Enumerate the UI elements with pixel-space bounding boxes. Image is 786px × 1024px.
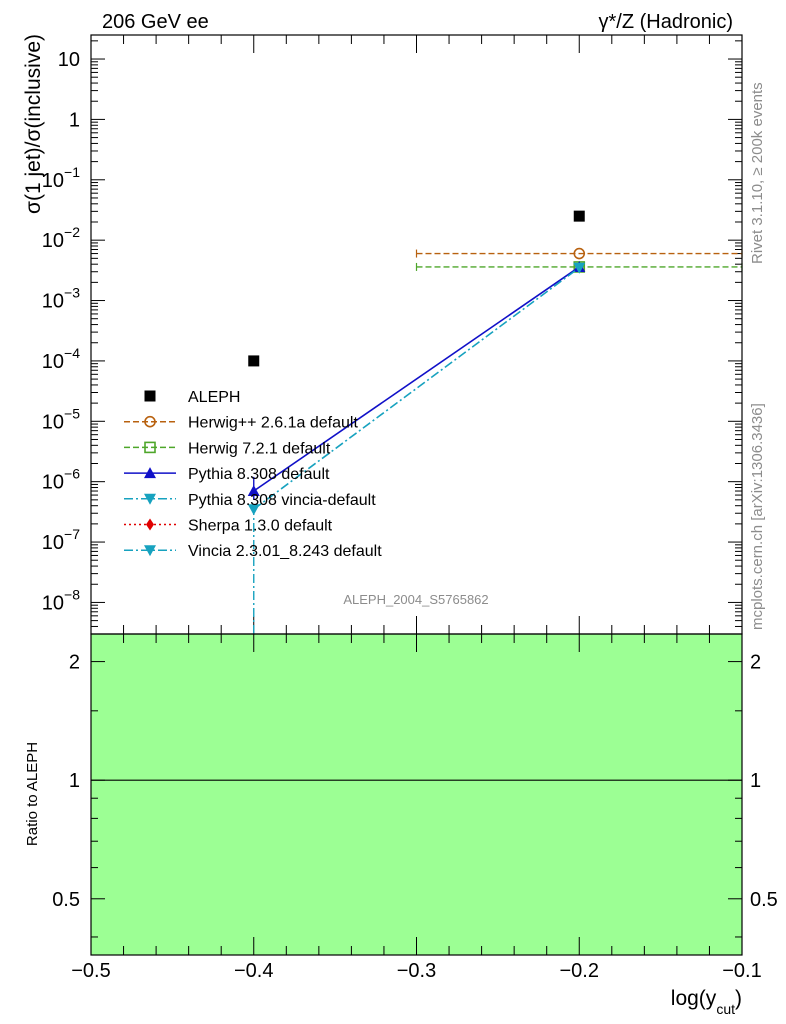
ratio-y-tick-label: 0.5 [52, 889, 80, 911]
legend-label: Pythia 8.308 vincia-default [188, 492, 376, 509]
legend-label: ALEPH [188, 389, 240, 406]
series-pythia_vincia [247, 262, 586, 634]
legend-label: Vincia 2.3.01_8.243 default [188, 543, 382, 560]
series-aleph [248, 210, 585, 367]
legend-marker [144, 467, 156, 479]
legend-marker [144, 390, 156, 402]
x-tick-label: −0.1 [722, 960, 761, 982]
data-point-herwigpp [573, 247, 586, 260]
main-y-tick-label: 10−5 [42, 405, 80, 433]
data-point-pythia [247, 485, 260, 497]
header-left-label: 206 GeV ee [102, 11, 209, 33]
series-pythia [247, 260, 586, 500]
rivet-version-label: Rivet 3.1.10, ≥ 200k events [749, 82, 766, 264]
main-y-tick-label: 10−8 [42, 586, 80, 614]
main-y-tick-label: 10−2 [42, 224, 80, 252]
legend-entry-pythia_vincia: Pythia 8.308 vincia-default [124, 492, 376, 509]
main-y-tick-label: 10−7 [42, 526, 80, 554]
header-right-label: γ*/Z (Hadronic) [599, 11, 733, 33]
ratio-y-tick-label: 2 [69, 652, 80, 674]
legend-marker [144, 441, 156, 454]
legend-marker [144, 493, 156, 505]
legend-entry-herwigpp: Herwig++ 2.6.1a default [124, 415, 358, 432]
ratio-y-axis-title: Ratio to ALEPH [24, 742, 41, 846]
ratio-uncertainty-band [91, 634, 742, 955]
legend-label: Pythia 8.308 default [188, 466, 330, 483]
ratio-y-tick-label: 1 [69, 770, 80, 792]
data-point-aleph [248, 355, 260, 367]
legend-label: Sherpa 1.3.0 default [188, 518, 333, 535]
ratio-y-tick-label-right: 1 [750, 770, 761, 792]
legend-entry-pythia: Pythia 8.308 default [124, 466, 330, 483]
x-tick-label: −0.4 [234, 960, 273, 982]
main-y-tick-label: 10−6 [42, 466, 80, 494]
ratio-y-tick-label-right: 0.5 [750, 889, 778, 911]
legend-marker [144, 545, 156, 557]
series-herwigpp [415, 247, 743, 260]
main-y-axis-title: σ(1 jet)/σ(inclusive) [22, 34, 45, 214]
main-y-tick-label: 10−1 [42, 164, 80, 192]
data-point-aleph [573, 210, 585, 222]
x-tick-label: −0.2 [560, 960, 599, 982]
main-y-tick-label: 10−3 [42, 285, 80, 313]
analysis-label: ALEPH_2004_S5765862 [343, 592, 488, 607]
mcplots-label: mcplots.cern.ch [arXiv:1306.3436] [749, 403, 766, 630]
x-axis-title: log(ycut) [671, 987, 742, 1017]
legend-marker [146, 518, 154, 531]
legend-label: Herwig 7.2.1 default [188, 440, 331, 457]
data-point-pythia_vincia [247, 504, 260, 516]
legend-entry-herwig7: Herwig 7.2.1 default [124, 440, 331, 457]
legend-entry-aleph: ALEPH [144, 389, 240, 406]
series-line-pythia [253, 266, 580, 492]
data-point-pythia_vincia [573, 262, 586, 274]
legend-entry-sherpa: Sherpa 1.3.0 default [124, 518, 333, 535]
main-y-tick-label: 10 [58, 49, 80, 71]
main-y-tick-label: 1 [69, 109, 80, 131]
legend-marker [144, 415, 156, 428]
ratio-y-tick-label-right: 2 [750, 652, 761, 674]
main-y-tick-label: 10−4 [42, 345, 80, 373]
ratio-plot-frame [90, 633, 743, 956]
x-tick-label: −0.3 [397, 960, 436, 982]
x-tick-label: −0.5 [71, 960, 110, 982]
legend-label: Herwig++ 2.6.1a default [188, 415, 358, 432]
legend-entry-vincia: Vincia 2.3.01_8.243 default [124, 543, 382, 560]
